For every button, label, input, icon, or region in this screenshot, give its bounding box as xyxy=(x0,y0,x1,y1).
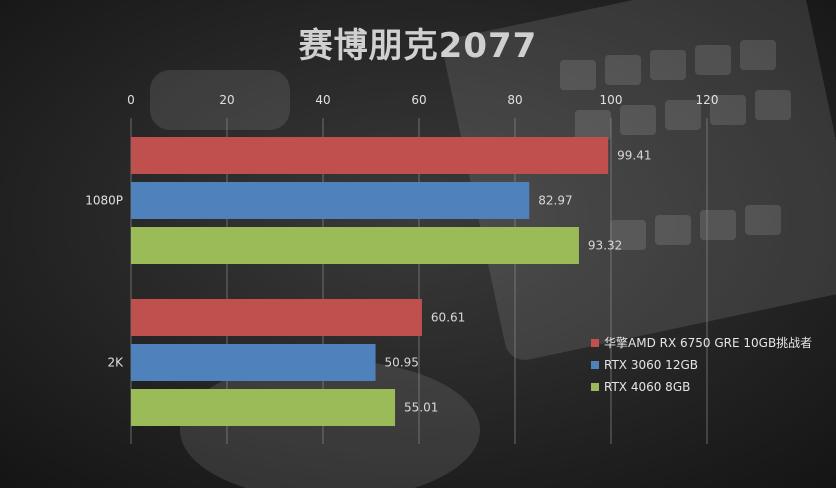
legend-label-series-2: RTX 3060 12GB xyxy=(604,358,698,372)
x-tick-label: 20 xyxy=(219,93,234,107)
x-tick-label: 100 xyxy=(600,93,623,107)
data-label: 55.01 xyxy=(404,401,438,415)
bar xyxy=(131,137,609,174)
bar xyxy=(131,182,530,219)
legend-swatch-series-2 xyxy=(591,361,599,369)
legend-swatch-series-3 xyxy=(591,383,599,391)
bar xyxy=(131,389,396,426)
bar xyxy=(131,299,422,336)
chart-title: 赛博朋克2077 xyxy=(298,26,538,66)
legend-item-series-1: 华擎AMD RX 6750 GRE 10GB挑战者 xyxy=(591,332,812,354)
x-tick-label: 60 xyxy=(411,93,426,107)
x-tick-label: 0 xyxy=(127,93,135,107)
legend-label-series-3: RTX 4060 8GB xyxy=(604,380,691,394)
bar xyxy=(131,344,376,381)
legend-label-series-1: 华擎AMD RX 6750 GRE 10GB挑战者 xyxy=(604,336,813,350)
legend-item-series-3: RTX 4060 8GB xyxy=(591,376,812,398)
x-tick-label: 80 xyxy=(507,93,522,107)
legend-swatch-series-1 xyxy=(591,339,599,347)
x-tick-label: 40 xyxy=(315,93,330,107)
bar xyxy=(131,227,579,264)
data-label: 82.97 xyxy=(538,194,572,208)
data-label: 60.61 xyxy=(431,311,465,325)
plot-area: 0 20 40 60 80 100 120 1080P 99.41 82.97 93.32 2K 60.… xyxy=(85,93,718,444)
data-label: 99.41 xyxy=(617,149,651,163)
legend-item-series-2: RTX 3060 12GB xyxy=(591,354,812,376)
legend: 华擎AMD RX 6750 GRE 10GB挑战者 RTX 3060 12GB … xyxy=(591,332,812,398)
data-label: 93.32 xyxy=(588,239,622,253)
y-category-label: 2K xyxy=(107,356,124,370)
y-category-label: 1080P xyxy=(85,194,123,208)
data-label: 50.95 xyxy=(385,356,419,370)
x-tick-label: 120 xyxy=(696,93,719,107)
